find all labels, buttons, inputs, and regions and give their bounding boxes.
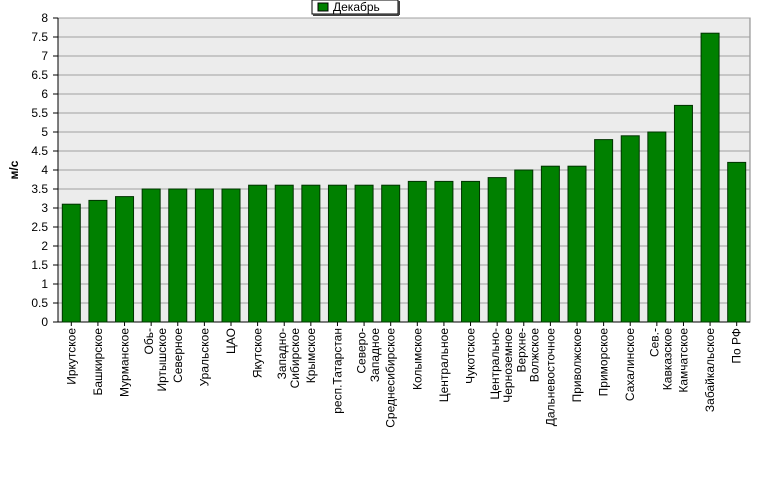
y-tick-label: 7.5 <box>31 30 48 44</box>
bar <box>487 177 507 323</box>
bar <box>327 184 347 323</box>
x-tick-label: Забайкальское <box>703 328 717 412</box>
bar <box>434 180 454 323</box>
bar <box>301 184 321 323</box>
x-tick-label: Западно-Сибирское <box>275 328 302 389</box>
y-tick-label: 5 <box>41 125 48 139</box>
bar <box>248 184 268 323</box>
bar <box>354 184 374 323</box>
bar <box>647 131 667 323</box>
x-tick-label: Северо-Западное <box>355 328 382 382</box>
bar <box>673 104 693 323</box>
x-tick-label: Камчатское <box>676 328 690 393</box>
bar <box>540 165 560 323</box>
bar <box>567 165 587 323</box>
x-tick-label: Крымское <box>304 328 318 384</box>
x-tick-label: Иркутское <box>64 328 78 385</box>
bar <box>620 135 640 323</box>
bar <box>274 184 294 323</box>
x-tick-label: Северное <box>171 328 185 383</box>
y-tick-label: 2 <box>41 239 48 253</box>
bar <box>727 161 747 323</box>
bar <box>168 188 188 323</box>
y-tick-label: 5.5 <box>31 106 48 120</box>
bar <box>61 203 81 323</box>
y-tick-label: 6.5 <box>31 68 48 82</box>
y-tick-label: 4 <box>41 163 48 177</box>
y-tick-label: 3.5 <box>31 182 48 196</box>
y-tick-label: 7 <box>41 49 48 63</box>
x-tick-label: Чукотское <box>464 328 478 384</box>
x-tick-label: По РФ <box>730 328 744 364</box>
x-tick-label: Обь-Иртышское <box>142 328 169 392</box>
x-tick-label: Среднесибирское <box>384 328 398 428</box>
x-tick-label: Башкирское <box>91 328 105 396</box>
y-tick-label: 1.5 <box>31 258 48 272</box>
bar <box>88 199 108 323</box>
bar <box>700 32 720 323</box>
legend-label: Декабрь <box>333 0 380 14</box>
y-tick-label: 0 <box>41 315 48 329</box>
x-tick-label: Дальневосточное <box>543 328 557 427</box>
bar <box>461 180 481 323</box>
legend-swatch <box>317 2 329 12</box>
bar <box>381 184 401 323</box>
x-tick-label: Сев.-Кавказское <box>647 328 674 391</box>
x-tick-label: ЦАО <box>224 328 238 354</box>
bar <box>514 169 534 323</box>
y-tick-label: 3 <box>41 201 48 215</box>
bar <box>115 196 135 323</box>
y-tick-label: 1 <box>41 277 48 291</box>
y-tick-label: 0.5 <box>31 296 48 310</box>
bar <box>221 188 241 323</box>
bar <box>194 188 214 323</box>
bar <box>407 180 427 323</box>
legend: Декабрь <box>311 0 400 16</box>
x-tick-label: Приволжское <box>570 328 584 403</box>
x-tick-label: Приморское <box>597 328 611 397</box>
x-tick-label: Центральное <box>437 328 451 403</box>
y-tick-label: 4.5 <box>31 144 48 158</box>
x-tick-label: Мурманское <box>118 328 132 397</box>
x-tick-label: Верхне-Волжское <box>514 328 541 383</box>
y-tick-label: 8 <box>41 11 48 25</box>
x-tick-label: Колымское <box>410 328 424 390</box>
x-tick-label: Якутское <box>251 328 265 378</box>
y-axis-label: м/с <box>7 160 21 179</box>
bar <box>594 139 614 323</box>
x-tick-label: Сахалинское <box>623 328 637 401</box>
x-tick-label: респ.Татарстан <box>330 328 344 414</box>
x-tick-label: Уральское <box>197 328 211 387</box>
bar <box>141 188 161 323</box>
x-tick-label: Центрально-Черноземное <box>488 328 515 403</box>
y-tick-label: 6 <box>41 87 48 101</box>
y-tick-label: 2.5 <box>31 220 48 234</box>
